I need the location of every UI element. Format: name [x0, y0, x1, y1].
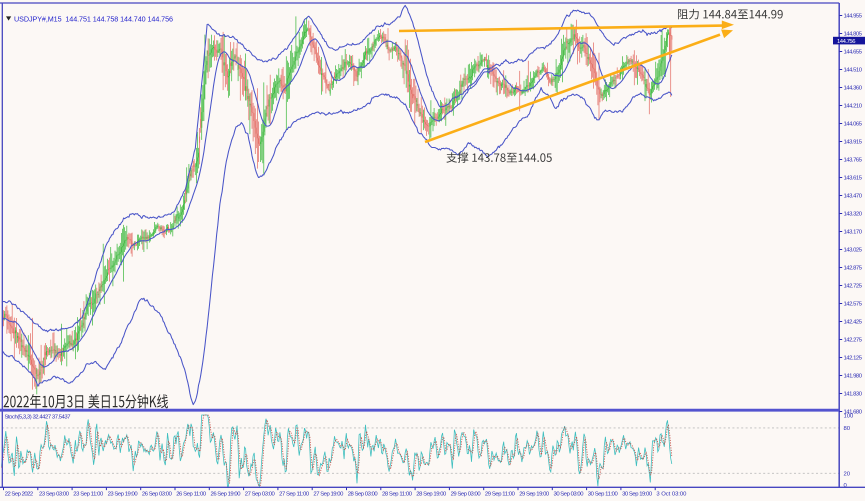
svg-text:142.725: 142.725 — [844, 284, 863, 290]
svg-text:144.955: 144.955 — [844, 14, 863, 20]
svg-text:26 Sep 19:00: 26 Sep 19:00 — [211, 491, 242, 497]
svg-text:80: 80 — [844, 426, 851, 432]
svg-text:141.680: 141.680 — [844, 410, 863, 416]
svg-text:Stoch(5,3,3) 32.4427 37.5437: Stoch(5,3,3) 32.4427 37.5437 — [5, 414, 71, 420]
svg-text:26 Sep 03:00: 26 Sep 03:00 — [142, 491, 173, 497]
svg-text:3 Oct 03:00: 3 Oct 03:00 — [656, 491, 687, 497]
svg-text:142.275: 142.275 — [844, 338, 863, 344]
svg-text:29 Sep 11:00: 29 Sep 11:00 — [485, 491, 516, 497]
svg-text:144.510: 144.510 — [844, 68, 863, 74]
svg-text:27 Sep 03:00: 27 Sep 03:00 — [245, 491, 276, 497]
svg-text:28 Sep 11:00: 28 Sep 11:00 — [382, 491, 413, 497]
svg-text:23 Sep 11:00: 23 Sep 11:00 — [73, 491, 104, 497]
svg-text:141.980: 141.980 — [844, 374, 863, 380]
svg-text:23 Sep 03:00: 23 Sep 03:00 — [39, 491, 70, 497]
svg-text:144.065: 144.065 — [844, 122, 863, 128]
svg-text:142.125: 142.125 — [844, 356, 863, 362]
svg-text:28 Sep 03:00: 28 Sep 03:00 — [348, 491, 379, 497]
svg-text:142.875: 142.875 — [844, 266, 863, 272]
svg-text:143.470: 143.470 — [844, 194, 863, 200]
svg-text:29 Sep 19:00: 29 Sep 19:00 — [519, 491, 550, 497]
svg-text:143.025: 143.025 — [844, 248, 863, 254]
svg-text:143.320: 143.320 — [844, 212, 863, 218]
svg-text:143.765: 143.765 — [844, 158, 863, 164]
svg-text:0: 0 — [844, 483, 848, 489]
svg-text:30 Sep 19:00: 30 Sep 19:00 — [622, 491, 653, 497]
svg-text:144.655: 144.655 — [844, 50, 863, 56]
svg-text:USDJPY#,M15 144.751 144.758 1: USDJPY#,M15 144.751 144.758 144.740 144.… — [14, 14, 173, 23]
svg-text:142.575: 142.575 — [844, 302, 863, 308]
svg-text:27 Sep 11:00: 27 Sep 11:00 — [279, 491, 310, 497]
svg-text:27 Sep 19:00: 27 Sep 19:00 — [313, 491, 344, 497]
svg-text:29 Sep 03:00: 29 Sep 03:00 — [451, 491, 482, 497]
svg-text:141.830: 141.830 — [844, 392, 863, 398]
svg-text:28 Sep 19:00: 28 Sep 19:00 — [416, 491, 447, 497]
svg-text:144.210: 144.210 — [844, 104, 863, 110]
svg-text:20: 20 — [844, 472, 851, 478]
svg-text:30 Sep 03:00: 30 Sep 03:00 — [554, 491, 585, 497]
svg-text:143.915: 143.915 — [844, 140, 863, 146]
svg-text:144.805: 144.805 — [844, 32, 863, 38]
svg-text:30 Sep 11:00: 30 Sep 11:00 — [588, 491, 619, 497]
svg-text:26 Sep 11:00: 26 Sep 11:00 — [176, 491, 207, 497]
svg-text:23 Sep 19:00: 23 Sep 19:00 — [108, 491, 139, 497]
svg-text:143.170: 143.170 — [844, 230, 863, 236]
svg-text:143.615: 143.615 — [844, 176, 863, 182]
svg-text:144.756: 144.756 — [837, 39, 856, 45]
svg-text:100: 100 — [844, 414, 855, 420]
svg-text:144.360: 144.360 — [844, 86, 863, 92]
svg-text:142.425: 142.425 — [844, 320, 863, 326]
svg-text:22 Sep 2022: 22 Sep 2022 — [5, 491, 34, 497]
